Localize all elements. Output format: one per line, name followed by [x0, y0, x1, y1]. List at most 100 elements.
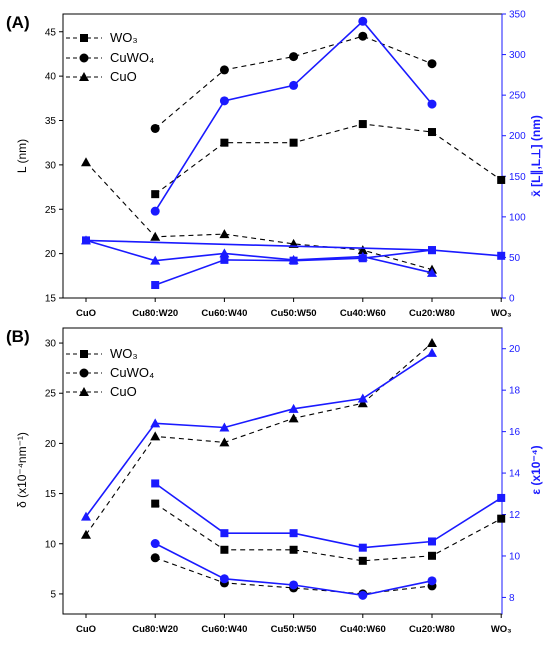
panel-b-data-point-triangle	[357, 398, 368, 408]
panel-a-data-point-circle	[289, 80, 299, 90]
panel-a-data-point-triangle	[427, 267, 437, 277]
legend-square-marker	[80, 34, 88, 42]
panel-b-ytick-right-label: 12	[509, 510, 521, 521]
panel-a-ytick-right-label: 100	[509, 212, 526, 223]
legend-label-cuo: CuO	[110, 69, 137, 84]
panel-a-ylabel-right: x̄ [L∥,L⊥] (nm)	[529, 115, 543, 197]
panel-a-ytick-label: 25	[45, 205, 57, 216]
panel-b-ytick-right-label: 8	[509, 593, 515, 604]
panel-b-data-point-triangle	[427, 347, 437, 357]
panel-a-data-point-triangle	[288, 254, 299, 264]
panel-a-ytick-right-label: 350	[509, 10, 526, 21]
panel-a-ylabel: L (nm)	[15, 139, 29, 173]
panel-b-ytick-right-label: 20	[509, 344, 521, 355]
panel-a-data-point-square	[497, 175, 506, 184]
panel-b-ylabel: δ (x10⁻⁴nm⁻¹)	[15, 432, 29, 508]
panel-b-legend: WO₃ CuWO₄ CuO	[66, 346, 154, 399]
panel-a-legend: WO₃ CuWO₄ CuO	[66, 30, 154, 84]
legend-square-marker	[80, 350, 88, 358]
panel-b-data-point-triangle	[288, 403, 299, 413]
panel-b-xtick-label: Cu80:W20	[132, 624, 178, 635]
panel-a-xtick-label: WO₃	[491, 308, 512, 319]
panel-a-ytick-label: 20	[45, 249, 57, 260]
panel-a-ytick-label: 40	[45, 72, 57, 83]
panel-b-series-0-line	[154, 503, 502, 562]
panel-a: (A) L (nm) x̄ [L∥,L⊥] (nm) 15 20 25 30 35 40 4…	[6, 10, 543, 320]
panel-b-xtick-label: CuO	[76, 624, 96, 635]
panel-a-data-point-triangle	[81, 157, 91, 167]
panel-a-data-point-square	[358, 120, 367, 129]
panel-b-data-point-circle	[427, 576, 437, 586]
panel-a-label: (A)	[6, 13, 30, 32]
panel-a-data-point-circle	[289, 52, 299, 62]
panel-a-data-point-square	[497, 251, 506, 260]
legend-circle-marker	[79, 368, 89, 378]
panel-b-xtick-label: WO₃	[491, 624, 512, 635]
panel-a-xtick-label: Cu20:W80	[409, 308, 455, 319]
panel-b-data-point-square	[497, 514, 506, 523]
panel-b-data-point-triangle	[219, 422, 230, 432]
legend-triangle-marker	[79, 387, 89, 396]
panel-a-data-point-circle	[358, 31, 368, 41]
panel-b-ytick-right-label: 14	[509, 469, 521, 480]
panel-b-xtick-label: Cu40:W60	[340, 624, 386, 635]
panel-b-data-point-square	[151, 499, 160, 508]
panel-b-data-point-triangle	[81, 529, 91, 539]
panel-a-data-point-circle	[358, 16, 368, 26]
panel-b-data-point-square	[220, 545, 229, 554]
panel-b-data-point-triangle	[150, 418, 161, 428]
panel-a-data-point-square	[220, 255, 229, 264]
panel-b-data-point-circle	[150, 539, 160, 549]
panel-b-xtick-label: Cu20:W80	[409, 624, 455, 635]
panel-a-ytick-right-label: 250	[509, 91, 526, 102]
panel-b-series-2-line	[85, 342, 433, 536]
panel-a-data-point-circle	[219, 65, 229, 75]
panel-b-data-point-triangle	[81, 511, 91, 521]
legend-label-wo3: WO₃	[110, 30, 138, 45]
panel-a-series-5-line	[85, 239, 433, 274]
panel-a-series-0-line	[154, 123, 502, 195]
panel-a-data-point-square	[428, 128, 436, 137]
panel-b: (B) δ (x10⁻⁴nm⁻¹) ε (x10⁻⁴) 5 10 15 20 25 30 8…	[6, 327, 543, 635]
panel-a-ytick-label: 15	[45, 294, 57, 305]
panel-b-data-point-square	[497, 493, 506, 502]
panel-b-xtick-label: Cu50:W50	[271, 624, 317, 635]
panel-b-data-point-square	[358, 543, 367, 552]
panel-b-ytick-label: 30	[45, 339, 57, 350]
panel-a-ytick-label: 30	[45, 160, 57, 171]
panel-b-ytick-label: 10	[45, 539, 57, 550]
legend-circle-marker	[79, 53, 89, 63]
panel-b-series-5-line	[85, 352, 433, 518]
panel-b-data-point-triangle	[427, 338, 437, 348]
panel-a-xtick-label: Cu60:W40	[201, 308, 247, 319]
panel-a-xtick-label: CuO	[76, 308, 96, 319]
panel-a-ytick-label: 35	[45, 116, 57, 127]
panel-a-series-2-line	[85, 161, 433, 271]
panel-b-data-point-square	[289, 529, 298, 538]
legend-label-cuo: CuO	[110, 384, 137, 399]
panel-a-ytick-right-label: 50	[509, 253, 521, 264]
panel-b-data-point-circle	[150, 553, 160, 563]
panel-b-series-3-line	[154, 482, 502, 549]
panel-a-xtick-label: Cu50:W50	[271, 308, 317, 319]
panel-b-data-point-triangle	[219, 437, 230, 447]
panel-a-data-point-triangle	[150, 255, 161, 265]
panel-b-data-point-square	[220, 529, 229, 538]
panel-a-ytick-right-label: 300	[509, 50, 526, 61]
panel-b-xtick-label: Cu60:W40	[201, 624, 247, 635]
panel-a-data-point-triangle	[357, 251, 368, 261]
panel-a-data-point-circle	[219, 96, 229, 106]
panel-b-ytick-label: 5	[50, 589, 56, 600]
panel-b-ytick-right-label: 16	[509, 427, 521, 438]
panel-b-ytick-label: 20	[45, 439, 57, 450]
panel-a-data-point-circle	[150, 206, 160, 216]
panel-b-data-point-square	[358, 556, 367, 565]
panel-a-data-point-triangle	[150, 231, 161, 241]
panel-b-data-point-square	[428, 537, 436, 546]
panel-a-ytick-right-label: 150	[509, 172, 526, 183]
panel-a-data-point-square	[220, 138, 229, 147]
panel-a-xtick-label: Cu40:W60	[340, 308, 386, 319]
panel-b-data-point-triangle	[288, 413, 299, 423]
panel-a-data-point-circle	[427, 59, 437, 69]
